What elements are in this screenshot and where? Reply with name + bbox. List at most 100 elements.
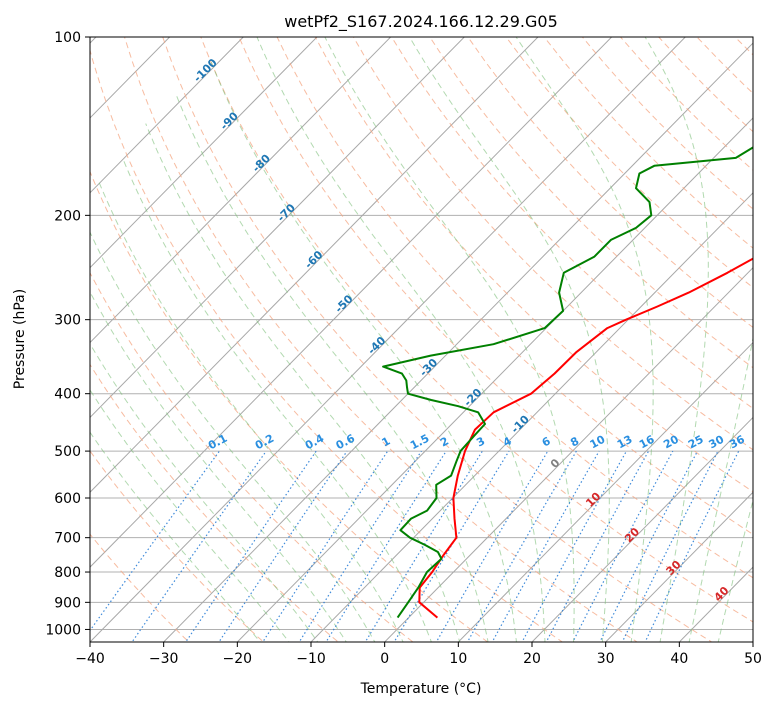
y-tick-label: 700 <box>54 531 81 547</box>
dry-adiabat-label: -80 <box>250 152 273 175</box>
mixing-ratio-line <box>298 450 422 642</box>
dry-adiabat-label: -50 <box>332 292 355 315</box>
dry-adiabat-label: -40 <box>365 334 388 357</box>
background-lines <box>90 37 753 642</box>
isotherm <box>383 266 753 642</box>
y-tick-label: 500 <box>54 444 81 460</box>
x-tick-label: −10 <box>296 651 326 667</box>
isotherm <box>457 341 753 642</box>
mixing-ratio-line <box>393 450 510 642</box>
dry-adiabat <box>90 363 339 642</box>
mixing-ratio-label: 20 <box>661 433 681 452</box>
dry-adiabat-label: -100 <box>191 56 220 85</box>
mixing-ratio-label: 6 <box>540 434 553 449</box>
y-tick-label: 400 <box>54 387 81 403</box>
mixing-ratio-line <box>435 450 549 642</box>
moist-adiabat <box>90 291 347 642</box>
mixing-ratio-line <box>218 450 348 642</box>
dry-adiabat <box>429 37 753 369</box>
mixing-ratio-label: 13 <box>615 433 635 452</box>
moist-adiabat <box>90 231 376 642</box>
chart-title: wetPf2_S167.2024.166.12.29.G05 <box>284 12 558 32</box>
y-tick-label: 800 <box>54 565 81 581</box>
mixing-ratio-label: 10 <box>588 433 608 452</box>
dry-adiabat-label: -90 <box>218 109 241 132</box>
mixing-ratio-line <box>572 450 674 642</box>
dry-adiabat-label: 20 <box>622 525 642 545</box>
isotherm <box>90 37 687 642</box>
isotherm <box>678 566 753 642</box>
dry-adiabat <box>90 271 414 642</box>
moist-adiabat <box>324 37 575 642</box>
dry-adiabat-label: 10 <box>583 490 603 510</box>
mixing-ratio-line <box>90 450 220 632</box>
mixing-ratio-label: 36 <box>727 433 747 452</box>
temperature-line <box>418 257 753 619</box>
background-line-labels: 0.1 0.2 0.4 0.6 1 1.5 2 3 4 6 8 10 13 16 20 25 30 36-100-… <box>191 56 747 604</box>
mixing-ratio-label: 30 <box>707 433 727 452</box>
mixing-ratio-label: 1 <box>380 434 393 449</box>
moist-adiabat <box>688 335 753 642</box>
dry-adiabat <box>276 37 753 535</box>
y-axis: 100 200 300 400 500 600 700 800 900 1000 <box>45 30 90 638</box>
moist-adiabat <box>515 37 654 642</box>
mixing-ratio-label: 25 <box>686 433 706 452</box>
mixing-ratio-label: 3 <box>474 434 487 449</box>
isotherm <box>604 491 753 642</box>
y-axis-label: Pressure (hPa) <box>12 289 28 389</box>
y-tick-label: 900 <box>54 595 81 611</box>
moist-adiabat <box>175 94 489 642</box>
mixing-ratio-line <box>364 450 483 642</box>
mixing-ratio-line <box>466 450 577 642</box>
isotherm <box>310 192 753 642</box>
dry-adiabat <box>90 533 190 642</box>
isotherm <box>90 37 392 344</box>
moist-adiabat <box>644 37 709 642</box>
x-tick-label: 40 <box>670 651 688 667</box>
dry-adiabat-label: -70 <box>275 201 298 224</box>
x-axis-label: Temperature (°C) <box>360 681 482 697</box>
isotherm <box>90 37 318 269</box>
mixing-ratio-label: 1.5 <box>408 432 431 453</box>
series-layer <box>382 146 753 619</box>
x-tick-label: 50 <box>744 651 762 667</box>
dry-adiabat <box>90 170 489 642</box>
dry-adiabat-label: 40 <box>712 584 732 604</box>
x-tick-label: 20 <box>523 651 541 667</box>
moist-adiabat <box>145 123 461 642</box>
moist-adiabat <box>256 37 546 642</box>
y-tick-label: 300 <box>54 313 81 329</box>
dry-adiabat-label: -20 <box>461 386 484 409</box>
dry-adiabat <box>467 37 753 329</box>
dry-adiabat <box>505 37 753 289</box>
x-axis: −40 −30 −20 −10 0 10 20 30 40 50 <box>75 642 762 667</box>
mixing-ratio-line <box>185 450 317 642</box>
y-tick-label: 200 <box>54 208 81 224</box>
dry-adiabat <box>352 37 753 451</box>
y-tick-label: 100 <box>54 30 81 46</box>
x-tick-label: 0 <box>380 651 389 667</box>
mixing-ratio-line <box>644 450 740 642</box>
mixing-ratio-line <box>521 450 627 642</box>
isotherm <box>752 641 753 642</box>
dry-adiabat-label: 30 <box>664 558 684 578</box>
x-tick-label: −20 <box>223 651 253 667</box>
x-tick-label: 30 <box>597 651 615 667</box>
dry-adiabat <box>124 37 638 642</box>
mixing-ratio-label: 0.1 <box>206 432 229 453</box>
moist-adiabat <box>122 157 432 642</box>
mixing-ratio-line <box>621 450 719 642</box>
mixing-ratio-line <box>491 450 600 642</box>
moist-adiabat <box>90 431 261 642</box>
plot-frame <box>89 36 754 643</box>
isotherm <box>90 37 245 194</box>
isotherm <box>236 117 753 642</box>
x-tick-label: 10 <box>449 651 467 667</box>
moist-adiabat <box>210 61 518 642</box>
isotherm <box>90 37 466 419</box>
y-tick-label: 600 <box>54 491 81 507</box>
dry-adiabat <box>238 37 753 579</box>
dry-adiabat <box>162 37 713 642</box>
mixing-ratio-label: 16 <box>637 433 657 452</box>
